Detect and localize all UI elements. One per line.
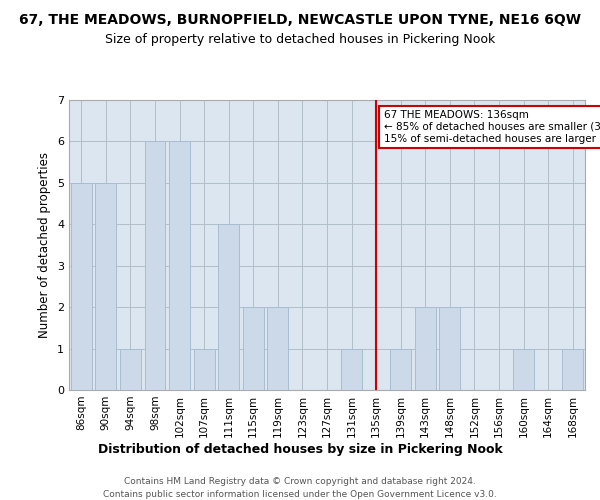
Y-axis label: Number of detached properties: Number of detached properties bbox=[38, 152, 52, 338]
Bar bbox=[218, 224, 239, 390]
Text: Size of property relative to detached houses in Pickering Nook: Size of property relative to detached ho… bbox=[105, 32, 495, 46]
Bar bbox=[439, 307, 460, 390]
Bar bbox=[513, 348, 534, 390]
Bar bbox=[390, 348, 411, 390]
Bar bbox=[415, 307, 436, 390]
Text: 67, THE MEADOWS, BURNOPFIELD, NEWCASTLE UPON TYNE, NE16 6QW: 67, THE MEADOWS, BURNOPFIELD, NEWCASTLE … bbox=[19, 12, 581, 26]
Text: Distribution of detached houses by size in Pickering Nook: Distribution of detached houses by size … bbox=[98, 442, 502, 456]
Bar bbox=[243, 307, 264, 390]
Bar bbox=[120, 348, 141, 390]
Text: Contains HM Land Registry data © Crown copyright and database right 2024.: Contains HM Land Registry data © Crown c… bbox=[124, 478, 476, 486]
Text: Contains public sector information licensed under the Open Government Licence v3: Contains public sector information licen… bbox=[103, 490, 497, 499]
Bar bbox=[562, 348, 583, 390]
Bar bbox=[169, 142, 190, 390]
Bar bbox=[194, 348, 215, 390]
Bar bbox=[145, 142, 166, 390]
Bar bbox=[71, 183, 92, 390]
Bar bbox=[95, 183, 116, 390]
Bar bbox=[268, 307, 289, 390]
Bar bbox=[341, 348, 362, 390]
Text: 67 THE MEADOWS: 136sqm
← 85% of detached houses are smaller (35)
15% of semi-det: 67 THE MEADOWS: 136sqm ← 85% of detached… bbox=[383, 110, 600, 144]
